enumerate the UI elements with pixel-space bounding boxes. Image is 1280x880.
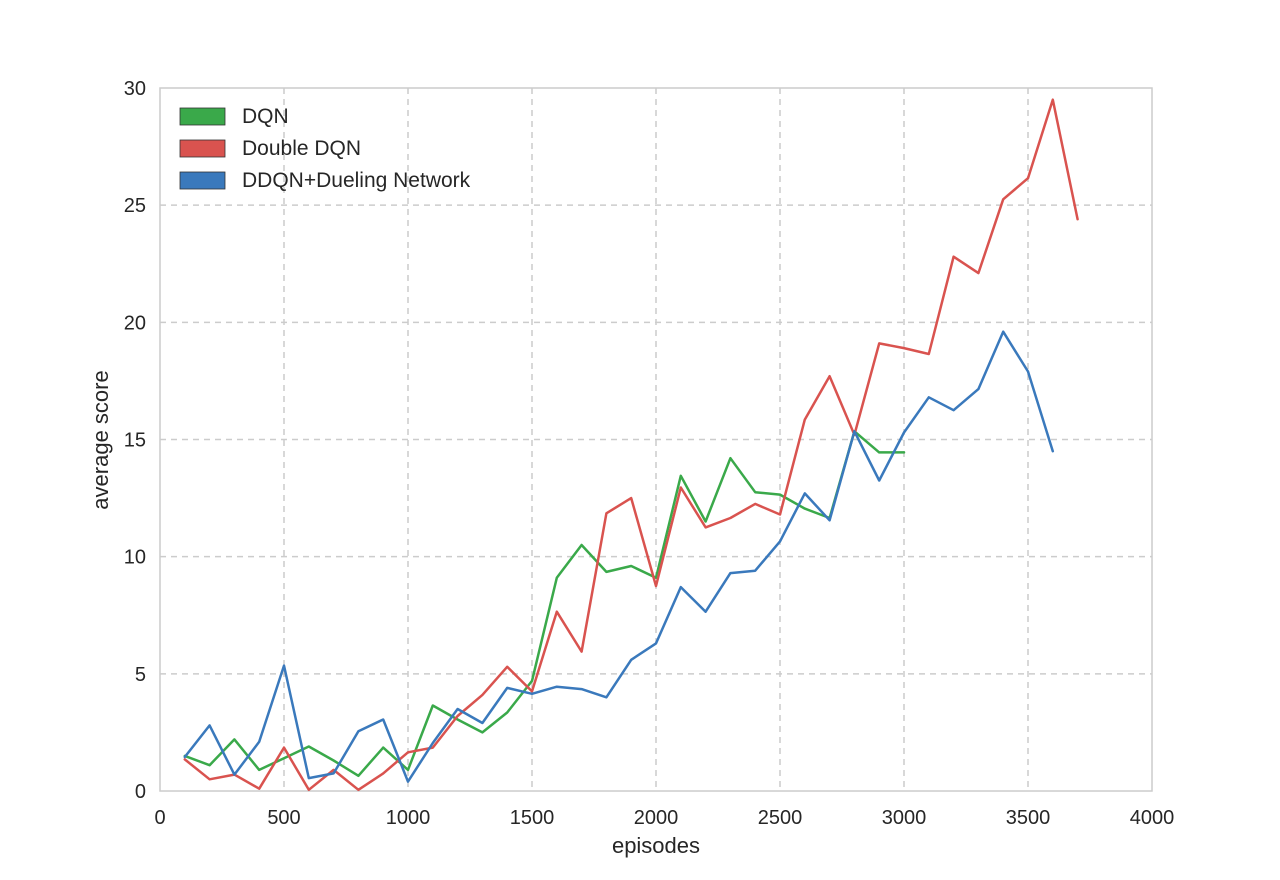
x-tick-label: 1500	[510, 807, 555, 829]
y-tick-label: 0	[135, 781, 146, 803]
y-tick-label: 5	[135, 664, 146, 686]
x-tick-label: 500	[267, 807, 300, 829]
x-tick-label: 2000	[634, 807, 679, 829]
y-tick-label: 25	[124, 195, 146, 217]
legend-label: DQN	[242, 105, 289, 128]
x-tick-label: 4000	[1130, 807, 1175, 829]
legend-swatch	[179, 171, 226, 190]
legend-swatch	[179, 107, 226, 126]
x-tick-label: 1000	[386, 807, 431, 829]
legend: DQN Double DQN DDQN+Dueling Network	[179, 105, 471, 192]
legend-label: DDQN+Dueling Network	[242, 169, 471, 192]
series-line-3	[183, 330, 1055, 783]
y-tick-label: 10	[124, 547, 146, 569]
y-axis-label: average score	[88, 370, 113, 509]
series-lines	[183, 98, 1079, 792]
grid-lines	[160, 88, 1152, 791]
x-tick-label: 3500	[1006, 807, 1051, 829]
series-line-2	[183, 98, 1079, 792]
legend-swatch	[179, 139, 226, 158]
x-tick-label: 3000	[882, 807, 927, 829]
y-tick-label: 30	[124, 78, 146, 100]
y-axis-ticks: 0 5 10 15 20 25 30	[124, 78, 146, 803]
y-tick-label: 15	[124, 430, 146, 452]
y-tick-label: 20	[124, 312, 146, 334]
x-tick-label: 0	[154, 807, 165, 829]
legend-label: Double DQN	[242, 137, 361, 160]
x-axis-label: episodes	[612, 833, 700, 858]
x-axis-ticks: 0 500 1000 1500 2000 2500 3000 3500 4000	[154, 807, 1174, 829]
x-tick-label: 2500	[758, 807, 803, 829]
